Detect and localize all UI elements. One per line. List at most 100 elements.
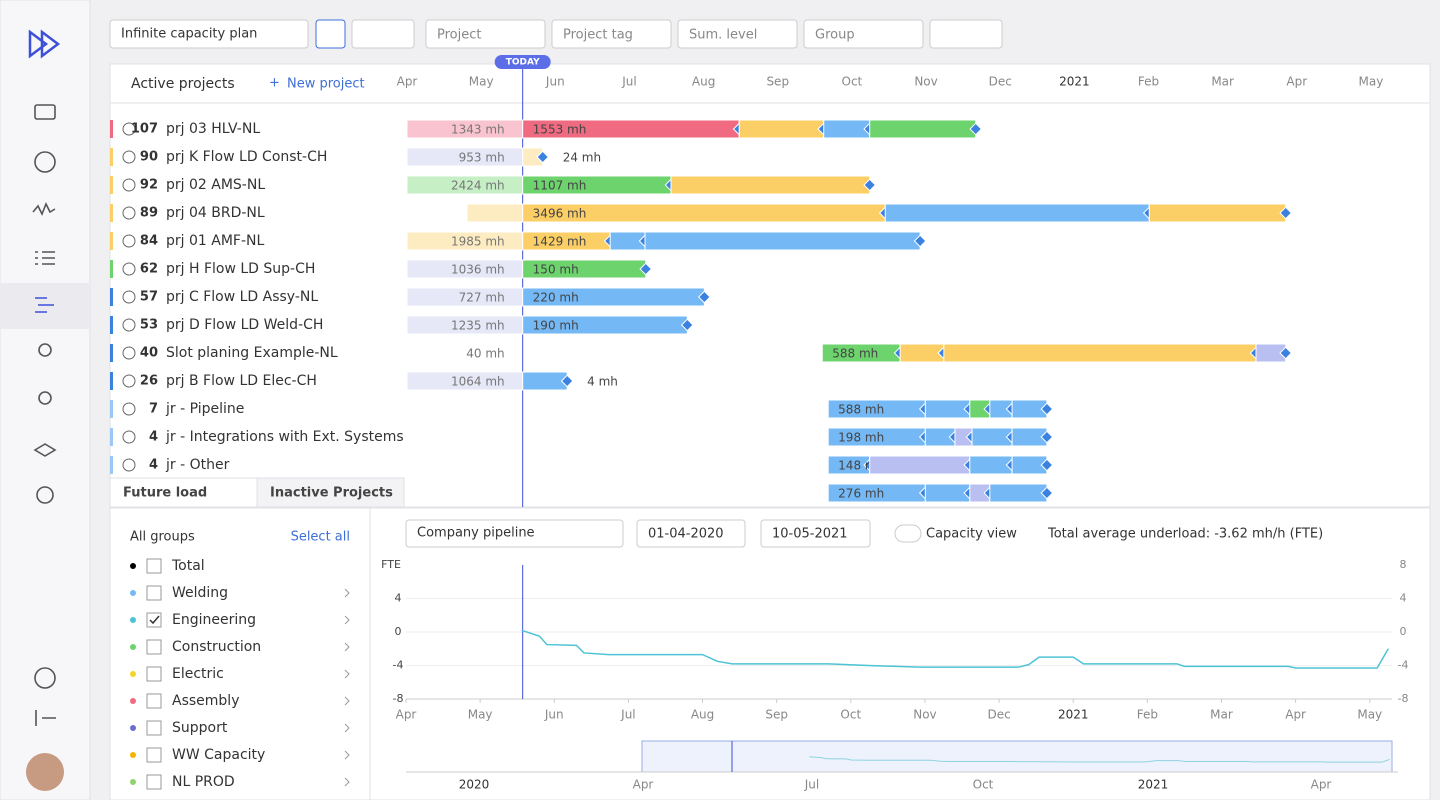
chevron[interactable] [344,723,350,733]
row-color [110,372,113,390]
row-name: jr - Integrations with Ext. Systems [165,429,404,445]
row-toggle[interactable] [122,290,136,304]
checkbox[interactable] [146,639,162,655]
tab-label: Future load [123,486,207,501]
row-toggle[interactable] [122,206,136,220]
row-number: 90 [140,150,158,165]
pipeline-select[interactable] [405,519,624,548]
chevron[interactable] [344,642,350,652]
plan-select[interactable] [109,19,309,49]
to-date[interactable] [760,519,871,548]
gantt-bar [899,343,945,363]
filter-input[interactable] [551,19,672,49]
row-toggle[interactable] [122,458,136,472]
plus[interactable]: + [269,76,280,91]
bar-label: 220 mh [533,291,579,305]
group-name: Welding [172,585,228,601]
to-text: 10-05-2021 [772,527,848,542]
checkbox[interactable] [146,720,162,736]
gantt-bar [943,343,1257,363]
y-tick-label: -4 [393,659,404,672]
avatar[interactable] [26,753,64,791]
gantt-bar [522,371,568,391]
filter-placeholder: Sum. level [689,28,757,43]
y-label: FTE [381,558,401,571]
chevron[interactable] [344,750,350,760]
bar-label: 190 mh [533,319,579,333]
milestone [680,318,694,332]
bar-label: 1235 mh [451,319,505,333]
row-name: prj 02 AMS-NL [166,177,265,193]
chevron[interactable] [344,669,350,679]
checkbox[interactable] [146,774,162,790]
chevron[interactable] [344,588,350,598]
row-toggle[interactable] [122,374,136,388]
tab[interactable] [109,477,258,508]
chevron[interactable] [344,615,350,625]
select-all[interactable]: Select all [291,530,350,545]
group-name: Electric [172,666,224,682]
overview-label: Apr [1311,778,1332,792]
overview-label: Jul [804,778,819,792]
month-label: May [469,75,494,89]
from-date[interactable] [636,519,746,548]
row-toggle[interactable] [122,150,136,164]
nav-active-icon[interactable] [35,297,54,313]
month-label: Sep [766,75,789,89]
filter-input[interactable] [803,19,924,49]
row-toggle[interactable] [122,262,136,276]
gantt-bar [869,119,977,139]
row-name: prj C Flow LD Assy-NL [166,289,318,305]
refresh-button[interactable] [315,19,346,49]
gantt-bar [644,231,921,251]
checkbox[interactable] [146,747,162,763]
row-number: 57 [140,290,158,305]
new-project[interactable]: New project [287,77,365,92]
tab[interactable] [256,477,405,508]
gantt-bar [823,119,871,139]
checkbox[interactable] [146,666,162,682]
group-dot [130,698,136,704]
checkbox[interactable] [146,558,162,574]
month-label: Aug [692,75,715,89]
month-label: Apr [1286,75,1307,89]
row-toggle[interactable] [122,178,136,192]
nav-icons[interactable] [32,104,57,726]
row-toggle[interactable] [122,346,136,360]
checkbox[interactable] [146,693,162,709]
row-toggle[interactable] [122,430,136,444]
bar-label: 1064 mh [451,375,505,389]
undo-redo[interactable] [351,19,415,49]
row-name: prj 01 AMF-NL [166,233,264,249]
chevron[interactable] [344,777,350,787]
x-tick-label: Oct [840,708,861,722]
row-toggle[interactable] [122,402,136,416]
checkbox[interactable] [146,612,162,628]
chevron[interactable] [344,696,350,706]
series-line [521,629,1389,669]
filter-input[interactable] [677,19,798,49]
toggle[interactable] [894,524,922,543]
row-name: prj H Flow LD Sup-CH [166,261,315,277]
after-label: 4 mh [587,375,618,389]
y2-tick-label: 0 [1400,625,1407,638]
row-toggle[interactable] [122,318,136,332]
color-filter[interactable] [929,19,1003,49]
milestone [560,374,574,388]
row-name: Slot planing Example-NL [166,345,338,361]
tab-label: Inactive Projects [270,486,393,501]
row-toggle[interactable] [122,234,136,248]
row-toggle[interactable] [122,122,136,136]
filter-input[interactable] [425,19,546,49]
gantt-title: Active projects [131,76,235,92]
milestone [1040,402,1054,416]
overview-window[interactable] [641,740,1393,773]
capacity-view: Capacity view [926,527,1017,542]
milestone [863,178,877,192]
row-number: 107 [131,122,158,137]
overview-label: Oct [973,778,994,792]
overview-label: 2020 [459,778,490,792]
row-number: 89 [140,206,158,221]
checkbox[interactable] [146,585,162,601]
